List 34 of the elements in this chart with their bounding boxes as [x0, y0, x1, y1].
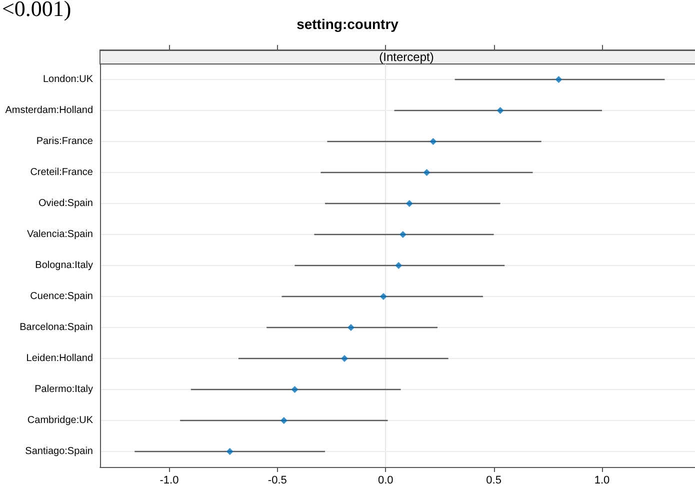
point — [280, 417, 288, 424]
y-tick-label: London:UK — [42, 74, 94, 85]
point — [226, 448, 234, 455]
x-tick-label: -0.5 — [268, 474, 287, 486]
y-tick-label: Cambridge:UK — [27, 415, 94, 426]
y-tick-label: Palermo:Italy — [34, 384, 93, 395]
y-tick-label: Paris:France — [36, 136, 94, 147]
point — [430, 138, 437, 145]
point — [347, 324, 354, 331]
x-tick-label: 1.0 — [594, 474, 610, 486]
point — [406, 200, 413, 207]
point — [555, 76, 562, 83]
text: <0.001) — [2, 0, 72, 21]
y-tick-label: Cuence:Spain — [30, 291, 93, 302]
point — [380, 293, 387, 300]
chart-title: setting:country — [296, 16, 399, 32]
x-tick-label: 0.5 — [486, 474, 502, 486]
y-tick-label: Santiago:Spain — [25, 446, 93, 457]
x-tick-label: 0.0 — [378, 474, 394, 486]
y-tick-label: Valencia:Spain — [27, 229, 93, 240]
point — [496, 107, 504, 114]
y-tick-label: Creteil:France — [30, 167, 94, 178]
y-tick-label: Amsterdam:Holland — [5, 105, 93, 116]
point — [340, 355, 348, 362]
y-tick-label: Barcelona:Spain — [20, 322, 93, 333]
chart-subtitle: (Intercept) — [379, 50, 434, 64]
point — [395, 262, 402, 269]
y-tick-label: Leiden:Holland — [26, 353, 93, 364]
point — [291, 386, 298, 393]
point — [399, 231, 406, 238]
point — [423, 169, 430, 176]
x-tick-label: -1.0 — [160, 474, 179, 486]
y-tick-label: Ovied:Spain — [38, 198, 93, 209]
y-tick-label: Bologna:Italy — [35, 260, 93, 271]
